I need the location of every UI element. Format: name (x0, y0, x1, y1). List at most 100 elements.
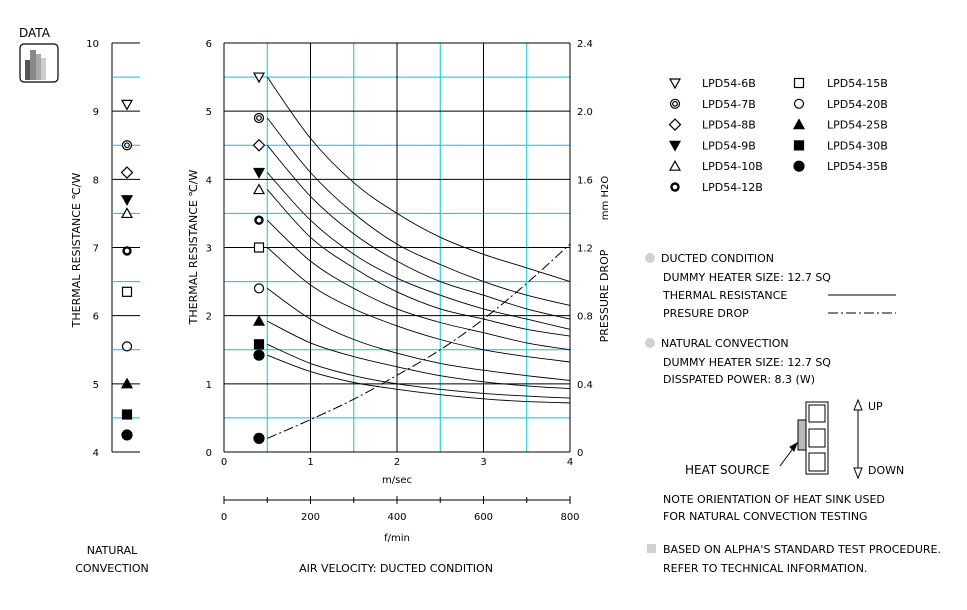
curve-lpd54-20b (267, 288, 571, 381)
thermal-resistance-curves (266, 76, 571, 404)
main-y-right-tick: 0.8 (577, 312, 593, 323)
natural-footer-line2: CONVECTION (75, 562, 149, 575)
main-y-right-tick: 2.4 (577, 39, 593, 50)
note-bullet-footer (647, 544, 656, 553)
notes-panel: DUCTED CONDITION DUMMY HEATER SIZE: 12.7… (645, 252, 941, 575)
legend-label: LPD54-9B (702, 139, 756, 152)
legend-label: LPD54-8B (702, 119, 756, 132)
logo-bar-4 (41, 58, 46, 80)
legend-marker (668, 159, 682, 171)
heat-source-arrowhead (789, 441, 798, 452)
main-y-right-tick: 2.0 (577, 107, 593, 118)
main-y-left-tick: 1 (206, 380, 212, 391)
main-y-left-tick: 6 (206, 39, 212, 50)
note-natural-heater: DUMMY HEATER SIZE: 12.7 SQ (663, 356, 831, 369)
heat-source-block (797, 419, 807, 451)
main-footer: AIR VELOCITY: DUCTED CONDITION (299, 562, 493, 575)
fmin-tick-label: 800 (560, 512, 579, 523)
natural-y-tick-label: 4 (93, 448, 99, 459)
logo-text: DATA (19, 26, 51, 40)
note-footer-line2: REFER TO TECHNICAL INFORMATION. (663, 562, 867, 575)
main-y-left-tick: 2 (206, 312, 212, 323)
note-up: UP (868, 400, 883, 413)
note-bullet-natural (645, 338, 655, 348)
legend-label: LPD54-20B (827, 98, 888, 111)
natural-point-lpd54-10b (120, 207, 134, 219)
note-ducted-heater: DUMMY HEATER SIZE: 12.7 SQ (663, 271, 831, 284)
x-axis-label-ms: m/sec (382, 475, 412, 486)
note-footer-line1: BASED ON ALPHA'S STANDARD TEST PROCEDURE… (663, 543, 941, 556)
note-ducted-title: DUCTED CONDITION (661, 252, 774, 265)
main-y-right-unit: mm H2O (600, 176, 611, 221)
heat-sink-fin-3 (808, 452, 826, 472)
main-point-lpd54-10b (252, 183, 266, 195)
legend-marker (670, 182, 680, 192)
x-axis-label-fmin: f/min (384, 533, 410, 544)
note-heat-source: HEAT SOURCE (685, 463, 770, 477)
main-point-lpd54-6b (252, 72, 266, 84)
note-bullet-ducted (645, 253, 655, 263)
main-point-lpd54-7b (253, 112, 265, 124)
note-orientation-line1: NOTE ORIENTATION OF HEAT SINK USED (663, 493, 885, 506)
natural-point-lpd54-35b (121, 429, 133, 441)
legend-item-lpd54-20b: LPD54-20B (793, 98, 888, 111)
heat-sink-diagram (779, 398, 863, 480)
pressure-drop-line (267, 243, 571, 439)
curve-lpd54-30b (267, 343, 571, 399)
main-y-axis-label: THERMAL RESISTANCE ℃/W (187, 170, 200, 326)
fmin-tick-label: 400 (387, 512, 406, 523)
natural-markers (120, 99, 134, 441)
legend-item-lpd54-35b: LPD54-35B (793, 160, 888, 173)
natural-y-tick-label: 7 (93, 244, 99, 255)
main-x-tick-ms: 3 (480, 457, 486, 468)
fmin-tick-label: 200 (301, 512, 320, 523)
main-point-lpd54-15b (253, 242, 265, 253)
legend-label: LPD54-7B (702, 98, 756, 111)
main-right-y-ticks: 0 0.4 0.8 1.2 1.6 2.0 2.4 (577, 39, 593, 459)
main-point-lpd54-35b (253, 349, 265, 361)
curve-lpd54-10b (266, 189, 571, 337)
natural-y-tick-label: 10 (86, 39, 99, 50)
logo-bar-3 (36, 54, 41, 80)
legend-marker (793, 160, 805, 172)
main-x-tick-ms: 4 (567, 457, 573, 468)
curve-lpd54-8b (266, 145, 571, 320)
main-markers (252, 72, 266, 444)
curve-lpd54-15b (267, 247, 571, 363)
legend-marker (668, 140, 682, 152)
natural-y-tick-label: 6 (93, 312, 99, 323)
main-y-left-tick: 3 (206, 244, 212, 255)
legend-label: LPD54-10B (702, 160, 763, 173)
legend-item-lpd54-7b: LPD54-7B (669, 98, 756, 111)
main-y-right-tick: 1.6 (577, 175, 593, 186)
curve-lpd54-6b (266, 76, 571, 283)
main-y-right-label: PRESSURE DROP (598, 249, 611, 342)
main-left-y-ticks: 0 1 2 3 4 5 6 (206, 39, 212, 459)
main-point-lpd54-8b (252, 138, 266, 152)
legend-marker (793, 140, 805, 151)
legend-label: LPD54-15B (827, 77, 888, 90)
note-orientation-line2: FOR NATURAL CONVECTION TESTING (663, 510, 868, 523)
note-natural-title: NATURAL CONVECTION (661, 337, 789, 350)
legend-item-lpd54-30b: LPD54-30B (793, 139, 888, 152)
main-point-lpd54-30b (253, 339, 265, 350)
legend-item-lpd54-25b: LPD54-25B (792, 118, 888, 132)
main-y-right-tick: 1.2 (577, 244, 593, 255)
legend-label: LPD54-35B (827, 160, 888, 173)
main-x-tick-ms: 2 (394, 457, 400, 468)
curve-lpd54-25b (267, 320, 571, 390)
natural-y-tick-label: 8 (93, 175, 99, 186)
legend-marker (793, 77, 805, 89)
legend-marker (668, 118, 682, 131)
natural-point-lpd54-20b (121, 341, 133, 352)
curve-lpd54-9b (266, 172, 571, 330)
note-down: DOWN (868, 464, 904, 477)
natural-footer-line1: NATURAL (87, 544, 138, 557)
legend-marker (793, 98, 805, 109)
natural-point-lpd54-8b (120, 166, 134, 179)
legend-item-lpd54-9b: LPD54-9B (668, 139, 756, 152)
main-point-lpd54-20b (253, 283, 265, 294)
heat-sink-fin-2 (808, 428, 826, 448)
main-x-tick-ms: 1 (307, 457, 313, 468)
